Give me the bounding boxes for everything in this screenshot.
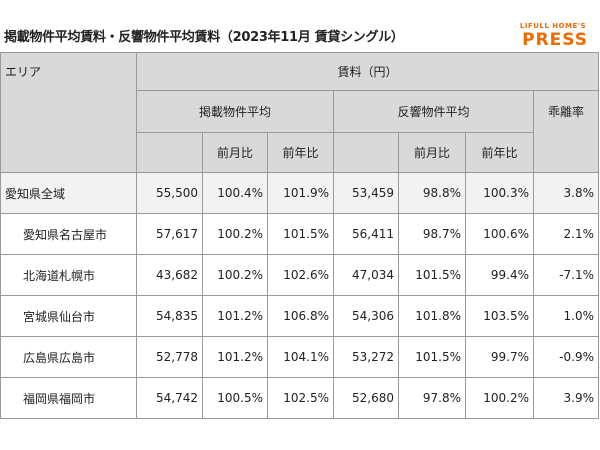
value-cell: 101.2% [202,336,268,378]
value-cell: 101.8% [398,295,466,337]
area-cell: 広島県広島市 [0,336,137,378]
value-cell: 53,272 [333,336,399,378]
table-row: 愛知県名古屋市 57,617 100.2% 101.5% 56,411 98.7% 100.… [0,213,599,255]
title: 掲載物件平均賃料・反響物件平均賃料（2023年11月 賃貸シングル） [4,30,404,45]
value-cell: 54,306 [333,295,399,337]
value-cell: 52,778 [136,336,203,378]
value-cell: 54,742 [136,377,203,419]
value-cell: 106.8% [267,295,334,337]
value-cell: 104.1% [267,336,334,378]
value-cell: 101.5% [398,336,466,378]
value-cell: 100.2% [202,254,268,296]
area-cell: 愛知県全域 [0,172,137,214]
area-cell: 愛知県名古屋市 [0,213,137,255]
table-row: 北海道札幌市 43,682 100.2% 102.6% 47,034 101.5% 99.4… [0,254,599,296]
value-cell: -7.1% [533,254,599,296]
table-row: 広島県広島市 52,778 101.2% 104.1% 53,272 101.5% 99.7… [0,336,599,378]
table-row: 宮城県仙台市 54,835 101.2% 106.8% 54,306 101.8% 103.… [0,295,599,337]
area-cell: 福岡県福岡市 [0,377,137,419]
value-cell: 52,680 [333,377,399,419]
header-cell [333,132,399,173]
value-cell: 3.8% [533,172,599,214]
value-cell: 100.2% [202,213,268,255]
value-cell: 98.7% [398,213,466,255]
area-cell: 宮城県仙台市 [0,295,137,337]
header-cell [136,132,203,173]
value-cell: 103.5% [465,295,534,337]
table-row: 愛知県全域 55,500 100.4% 101.9% 53,459 98.8% 100.3%… [0,172,599,214]
value-cell: 3.9% [533,377,599,419]
header-cell: 前年比 [465,132,534,173]
value-cell: 100.5% [202,377,268,419]
header-cell: 前月比 [398,132,466,173]
value-cell: 100.2% [465,377,534,419]
value-cell: 47,034 [333,254,399,296]
table-row: 福岡県福岡市 54,742 100.5% 102.5% 52,680 97.8% 100.2… [0,377,599,419]
value-cell: 2.1% [533,213,599,255]
value-cell: 53,459 [333,172,399,214]
value-cell: 100.6% [465,213,534,255]
value-cell: 101.2% [202,295,268,337]
value-cell: 98.8% [398,172,466,214]
value-cell: 102.6% [267,254,334,296]
value-cell: 97.8% [398,377,466,419]
value-cell: 55,500 [136,172,203,214]
header-cell: 賃料（円） [136,52,599,91]
value-cell: 102.5% [267,377,334,419]
header-cell: 掲載物件平均 [136,90,334,133]
value-cell: 1.0% [533,295,599,337]
logo-text: PRESS [522,30,588,50]
value-cell: 56,411 [333,213,399,255]
header-cell: 乖離率 [533,90,599,173]
value-cell: 101.5% [267,213,334,255]
area-cell: 北海道札幌市 [0,254,137,296]
value-cell: 99.7% [465,336,534,378]
value-cell: 57,617 [136,213,203,255]
value-cell: 100.3% [465,172,534,214]
value-cell: 43,682 [136,254,203,296]
value-cell: 100.4% [202,172,268,214]
header-cell: 反響物件平均 [333,90,534,133]
value-cell: 101.9% [267,172,334,214]
rent-table: エリア 賃料（円） 掲載物件平均 反響物件平均 乖離率 前月比 前年比 前月比 … [0,52,599,419]
header-cell: エリア [0,52,137,173]
header-cell: 前年比 [267,132,334,173]
value-cell: 54,835 [136,295,203,337]
value-cell: 101.5% [398,254,466,296]
value-cell: 99.4% [465,254,534,296]
value-cell: -0.9% [533,336,599,378]
header-cell: 前月比 [202,132,268,173]
logo-text: LIFULL HOME'S [519,22,586,30]
